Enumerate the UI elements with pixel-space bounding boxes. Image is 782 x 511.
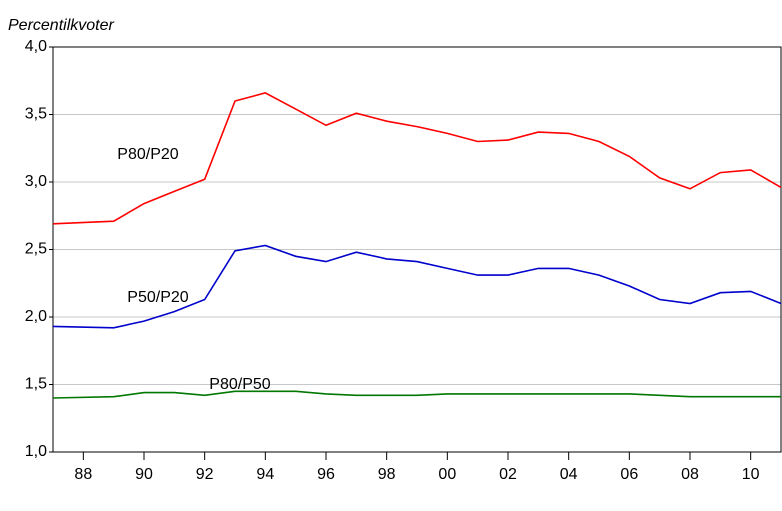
x-tick-label: 94 bbox=[256, 466, 274, 483]
y-tick-label: 2,5 bbox=[25, 241, 47, 258]
x-tick-label: 10 bbox=[742, 466, 760, 483]
x-tick-label: 92 bbox=[196, 466, 214, 483]
y-tick-label: 3,5 bbox=[25, 106, 47, 123]
x-tick-label: 96 bbox=[317, 466, 335, 483]
series-label: P50/P20 bbox=[127, 289, 188, 306]
series-line bbox=[52, 390, 781, 399]
series-label: P80/P20 bbox=[117, 146, 178, 163]
x-tick-label: 02 bbox=[499, 466, 517, 483]
x-tick-label: 08 bbox=[681, 466, 699, 483]
x-tick-label: 04 bbox=[560, 466, 578, 483]
x-tick-label: 00 bbox=[438, 466, 456, 483]
series-line bbox=[52, 92, 782, 225]
series-line bbox=[52, 244, 782, 329]
y-tick-label: 1,0 bbox=[25, 443, 47, 460]
x-tick-label: 98 bbox=[378, 466, 396, 483]
x-tick-label: 88 bbox=[74, 466, 92, 483]
y-tick-label: 4,0 bbox=[25, 38, 47, 55]
x-tick-label: 06 bbox=[620, 466, 638, 483]
series-label: P80/P50 bbox=[209, 376, 270, 393]
chart-title: Percentilkvoter bbox=[8, 17, 114, 34]
plot-frame bbox=[52, 46, 782, 453]
x-tick-label: 90 bbox=[135, 466, 153, 483]
y-tick-label: 1,5 bbox=[25, 376, 47, 393]
y-tick-label: 3,0 bbox=[25, 173, 47, 190]
y-tick-label: 2,0 bbox=[25, 308, 47, 325]
